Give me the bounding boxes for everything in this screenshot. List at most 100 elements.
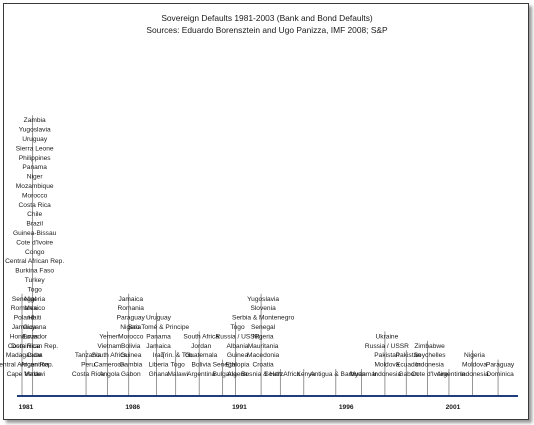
label-indonesia: Indonesia bbox=[460, 371, 489, 378]
label-zimbabwe: Zimbabwe bbox=[414, 343, 445, 350]
label-congo: Congo bbox=[25, 249, 45, 256]
axis-tick-labels: 1981 1986 1991 1996 2001 bbox=[19, 404, 461, 411]
label-morocco: Morocco bbox=[118, 333, 144, 340]
label-romania: Romania bbox=[11, 305, 38, 312]
label-poland: Poland bbox=[14, 315, 35, 322]
label-bolivia: Bolivia bbox=[121, 343, 141, 350]
chart-title: Sovereign Defaults 1981-2003 (Bank and B… bbox=[161, 13, 373, 23]
label-costa-rica: Costa Rica bbox=[72, 371, 105, 378]
label-yemen: Yemen bbox=[99, 333, 120, 340]
label-philippines: Philippines bbox=[19, 155, 52, 162]
label-bulgaria: Bulgaria bbox=[213, 371, 238, 378]
label-guinea: Guinea bbox=[120, 352, 142, 359]
label-macedonia: Macedonia bbox=[247, 352, 280, 359]
label-south-africa: South Africa bbox=[92, 352, 128, 359]
label-niger: Niger bbox=[27, 174, 44, 181]
label-ecuador: Ecuador bbox=[22, 333, 47, 340]
label-cuba: Cuba bbox=[27, 352, 43, 359]
label-burkina-faso: Burkina Faso bbox=[15, 268, 54, 275]
label-vietnam: Vietnam bbox=[97, 343, 122, 350]
label-bolivia: Bolivia bbox=[191, 362, 211, 369]
label-serbia-montenegro: Serbia & Montenegro bbox=[232, 315, 295, 322]
label-ghana: Ghana bbox=[149, 371, 169, 378]
tick-label-1991: 1991 bbox=[232, 404, 247, 411]
label-gabon: Gabon bbox=[398, 371, 418, 378]
tick-label-2001: 2001 bbox=[446, 404, 461, 411]
label-nigeria: Nigeria bbox=[24, 296, 45, 303]
label-mozambique: Mozambique bbox=[16, 183, 54, 190]
label-chile: Chile bbox=[27, 211, 42, 218]
label-paraguay: Paraguay bbox=[486, 362, 515, 369]
label-gambia: Gambia bbox=[119, 362, 142, 369]
label-jamaica: Jamaica bbox=[12, 324, 37, 331]
label-south-africa: South Africa bbox=[183, 333, 219, 340]
label-argentina: Argentina bbox=[187, 371, 216, 378]
label-morocco: Morocco bbox=[22, 192, 48, 199]
label-sao-tom-principe: Sao Tomé & Principe bbox=[128, 324, 190, 331]
label-togo: Togo bbox=[28, 286, 43, 293]
label-nigeria: Nigeria bbox=[253, 333, 274, 340]
label-costa-rica: Costa Rica bbox=[8, 343, 41, 350]
label-tanzania: Tanzania bbox=[75, 352, 102, 359]
label-gabon: Gabon bbox=[121, 371, 141, 378]
label-yugoslavia: Yugoslavia bbox=[19, 127, 51, 134]
label-togo: Togo bbox=[171, 362, 186, 369]
label-nigeria: Nigeria bbox=[120, 324, 141, 331]
label-trin-tob: Trin. & Tob. bbox=[161, 352, 195, 359]
label-madagascar: Madagascar bbox=[6, 352, 43, 359]
label-guyana: Guyana bbox=[23, 324, 46, 331]
label-slovenia: Slovenia bbox=[250, 305, 276, 312]
tick-label-1996: 1996 bbox=[339, 404, 354, 411]
label-jordan: Jordan bbox=[191, 343, 211, 350]
label-senegal: Senegal bbox=[12, 296, 37, 303]
label-central-african-rep: Central African Rep. bbox=[5, 258, 64, 265]
label-argentina: Argentina bbox=[21, 362, 50, 369]
label-yugoslavia: Yugoslavia bbox=[247, 296, 279, 303]
label-nigeria: Nigeria bbox=[464, 352, 485, 359]
label-russia-ussr: Russia / USSR bbox=[365, 343, 409, 350]
label-romania: Romania bbox=[118, 305, 145, 312]
label-indonesia: Indonesia bbox=[373, 371, 402, 378]
label-panama: Panama bbox=[146, 333, 171, 340]
label-algeria: Algeria bbox=[227, 371, 248, 378]
label-south-africa: South Africa bbox=[265, 371, 301, 378]
label-guinea-bissau: Guinea-Bissau bbox=[13, 230, 57, 237]
country-labels: Senegal Romania Poland Jamaica Honduras Costa… bbox=[0, 117, 515, 378]
label-mexico: Mexico bbox=[24, 305, 45, 312]
label-dominican-rep: Dominican Rep. bbox=[11, 343, 58, 350]
label-senegal: Senegal bbox=[251, 324, 276, 331]
label-ethiopia: Ethiopia bbox=[226, 362, 250, 369]
label-malawi: Malawi bbox=[167, 371, 188, 378]
label-peru: Peru bbox=[81, 362, 95, 369]
label-moldova: Moldova bbox=[374, 362, 399, 369]
label-costa-rica: Costa Rica bbox=[19, 202, 52, 209]
label-togo: Togo bbox=[230, 324, 245, 331]
label-russia-ussr: Russia / USSR bbox=[215, 333, 259, 340]
label-central-african-rep: Central African Rep. bbox=[0, 362, 54, 369]
leader-lines bbox=[21, 115, 499, 396]
label-paraguay: Paraguay bbox=[117, 315, 146, 322]
label-senegal: Senegal bbox=[213, 362, 238, 369]
label-panama: Panama bbox=[22, 164, 47, 171]
label-angola: Angola bbox=[99, 371, 120, 378]
label-moldova: Moldova bbox=[462, 362, 487, 369]
label-liberia: Liberia bbox=[149, 362, 169, 369]
label-sierra-leone: Sierra Leone bbox=[16, 145, 54, 152]
label-uruguay: Uruguay bbox=[146, 315, 172, 322]
tick-label-1981: 1981 bbox=[19, 404, 34, 411]
label-antigua-barbuda: Antigua & Barbuda bbox=[310, 371, 366, 378]
label-zambia: Zambia bbox=[24, 117, 46, 124]
label-cote-d-ivoire: Cote d'Ivoire bbox=[16, 239, 53, 246]
label-turkey: Turkey bbox=[25, 277, 46, 284]
label-croatia: Croatia bbox=[252, 362, 274, 369]
label-seychelles: Seychelles bbox=[414, 352, 447, 359]
label-ukraine: Ukraine bbox=[376, 333, 399, 340]
label-brazil: Brazil bbox=[26, 221, 43, 228]
label-dominica: Dominica bbox=[486, 371, 514, 378]
tick-label-1986: 1986 bbox=[125, 404, 140, 411]
label-bosnia-herz: Bosnia & Herz. bbox=[241, 371, 285, 378]
label-iraq: Iraq bbox=[153, 352, 165, 359]
label-argentina: Argentina bbox=[437, 371, 466, 378]
label-albania: Albania bbox=[226, 343, 248, 350]
